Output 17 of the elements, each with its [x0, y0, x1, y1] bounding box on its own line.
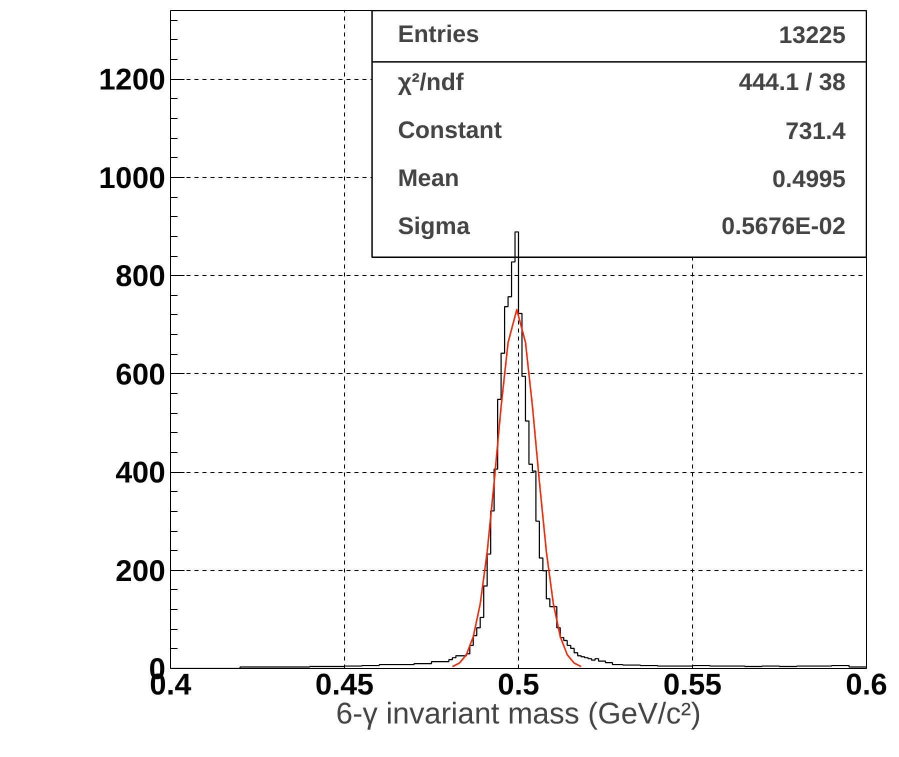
y-tick-label: 200: [115, 554, 166, 588]
annotation: Constant: [398, 117, 502, 144]
annotation: 0.4995: [772, 166, 846, 194]
x-tick-label: 0.6: [846, 668, 888, 702]
annotation: 13225: [778, 22, 846, 50]
y-tick-label: 400: [115, 456, 166, 490]
y-tick-label: 600: [115, 358, 166, 392]
y-tick-label: 1200: [98, 64, 166, 97]
y-tick-label: 800: [115, 260, 166, 294]
annotation: Entries: [398, 21, 480, 48]
annotation: 731.4: [786, 118, 846, 146]
annotation: 0.5676E-02: [722, 213, 846, 240]
annotation: Sigma: [398, 213, 470, 240]
annotation: χ²/ndf: [398, 69, 465, 96]
annotation: Mean: [398, 165, 460, 192]
annotation: 444.1 / 38: [738, 69, 846, 96]
y-tick-label: 1000: [98, 162, 166, 195]
